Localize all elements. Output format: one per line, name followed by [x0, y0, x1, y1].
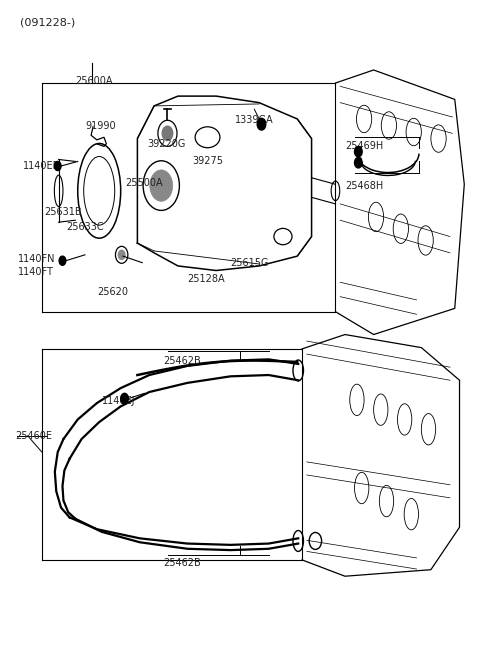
- Circle shape: [355, 157, 362, 168]
- Circle shape: [59, 256, 66, 265]
- Text: 1140EJ: 1140EJ: [102, 396, 135, 406]
- Text: 39220G: 39220G: [147, 139, 185, 149]
- Text: 25620: 25620: [97, 287, 128, 297]
- Text: 25468H: 25468H: [345, 180, 383, 191]
- Text: 1140FN: 1140FN: [18, 255, 56, 264]
- Text: 25128A: 25128A: [188, 274, 225, 284]
- Text: 1339GA: 1339GA: [235, 115, 274, 125]
- Circle shape: [257, 118, 266, 130]
- Text: 25462B: 25462B: [164, 558, 202, 568]
- Text: 25460E: 25460E: [16, 431, 53, 441]
- Text: 25469H: 25469H: [345, 142, 383, 152]
- Text: 25500A: 25500A: [125, 178, 163, 188]
- Text: 1140EP: 1140EP: [23, 161, 60, 171]
- Text: 25462B: 25462B: [164, 356, 202, 365]
- Circle shape: [118, 251, 125, 259]
- Text: 1140FT: 1140FT: [18, 268, 54, 277]
- Text: 25600A: 25600A: [75, 76, 113, 86]
- Circle shape: [54, 161, 61, 171]
- Text: 25615G: 25615G: [230, 258, 269, 268]
- Text: 91990: 91990: [85, 121, 116, 131]
- Circle shape: [150, 170, 173, 201]
- Circle shape: [120, 394, 128, 404]
- Text: (091228-): (091228-): [21, 18, 76, 28]
- Circle shape: [355, 146, 362, 157]
- Text: 25631B: 25631B: [44, 207, 82, 216]
- Text: 39275: 39275: [192, 156, 223, 167]
- Text: 25633C: 25633C: [66, 222, 103, 232]
- Circle shape: [162, 126, 173, 140]
